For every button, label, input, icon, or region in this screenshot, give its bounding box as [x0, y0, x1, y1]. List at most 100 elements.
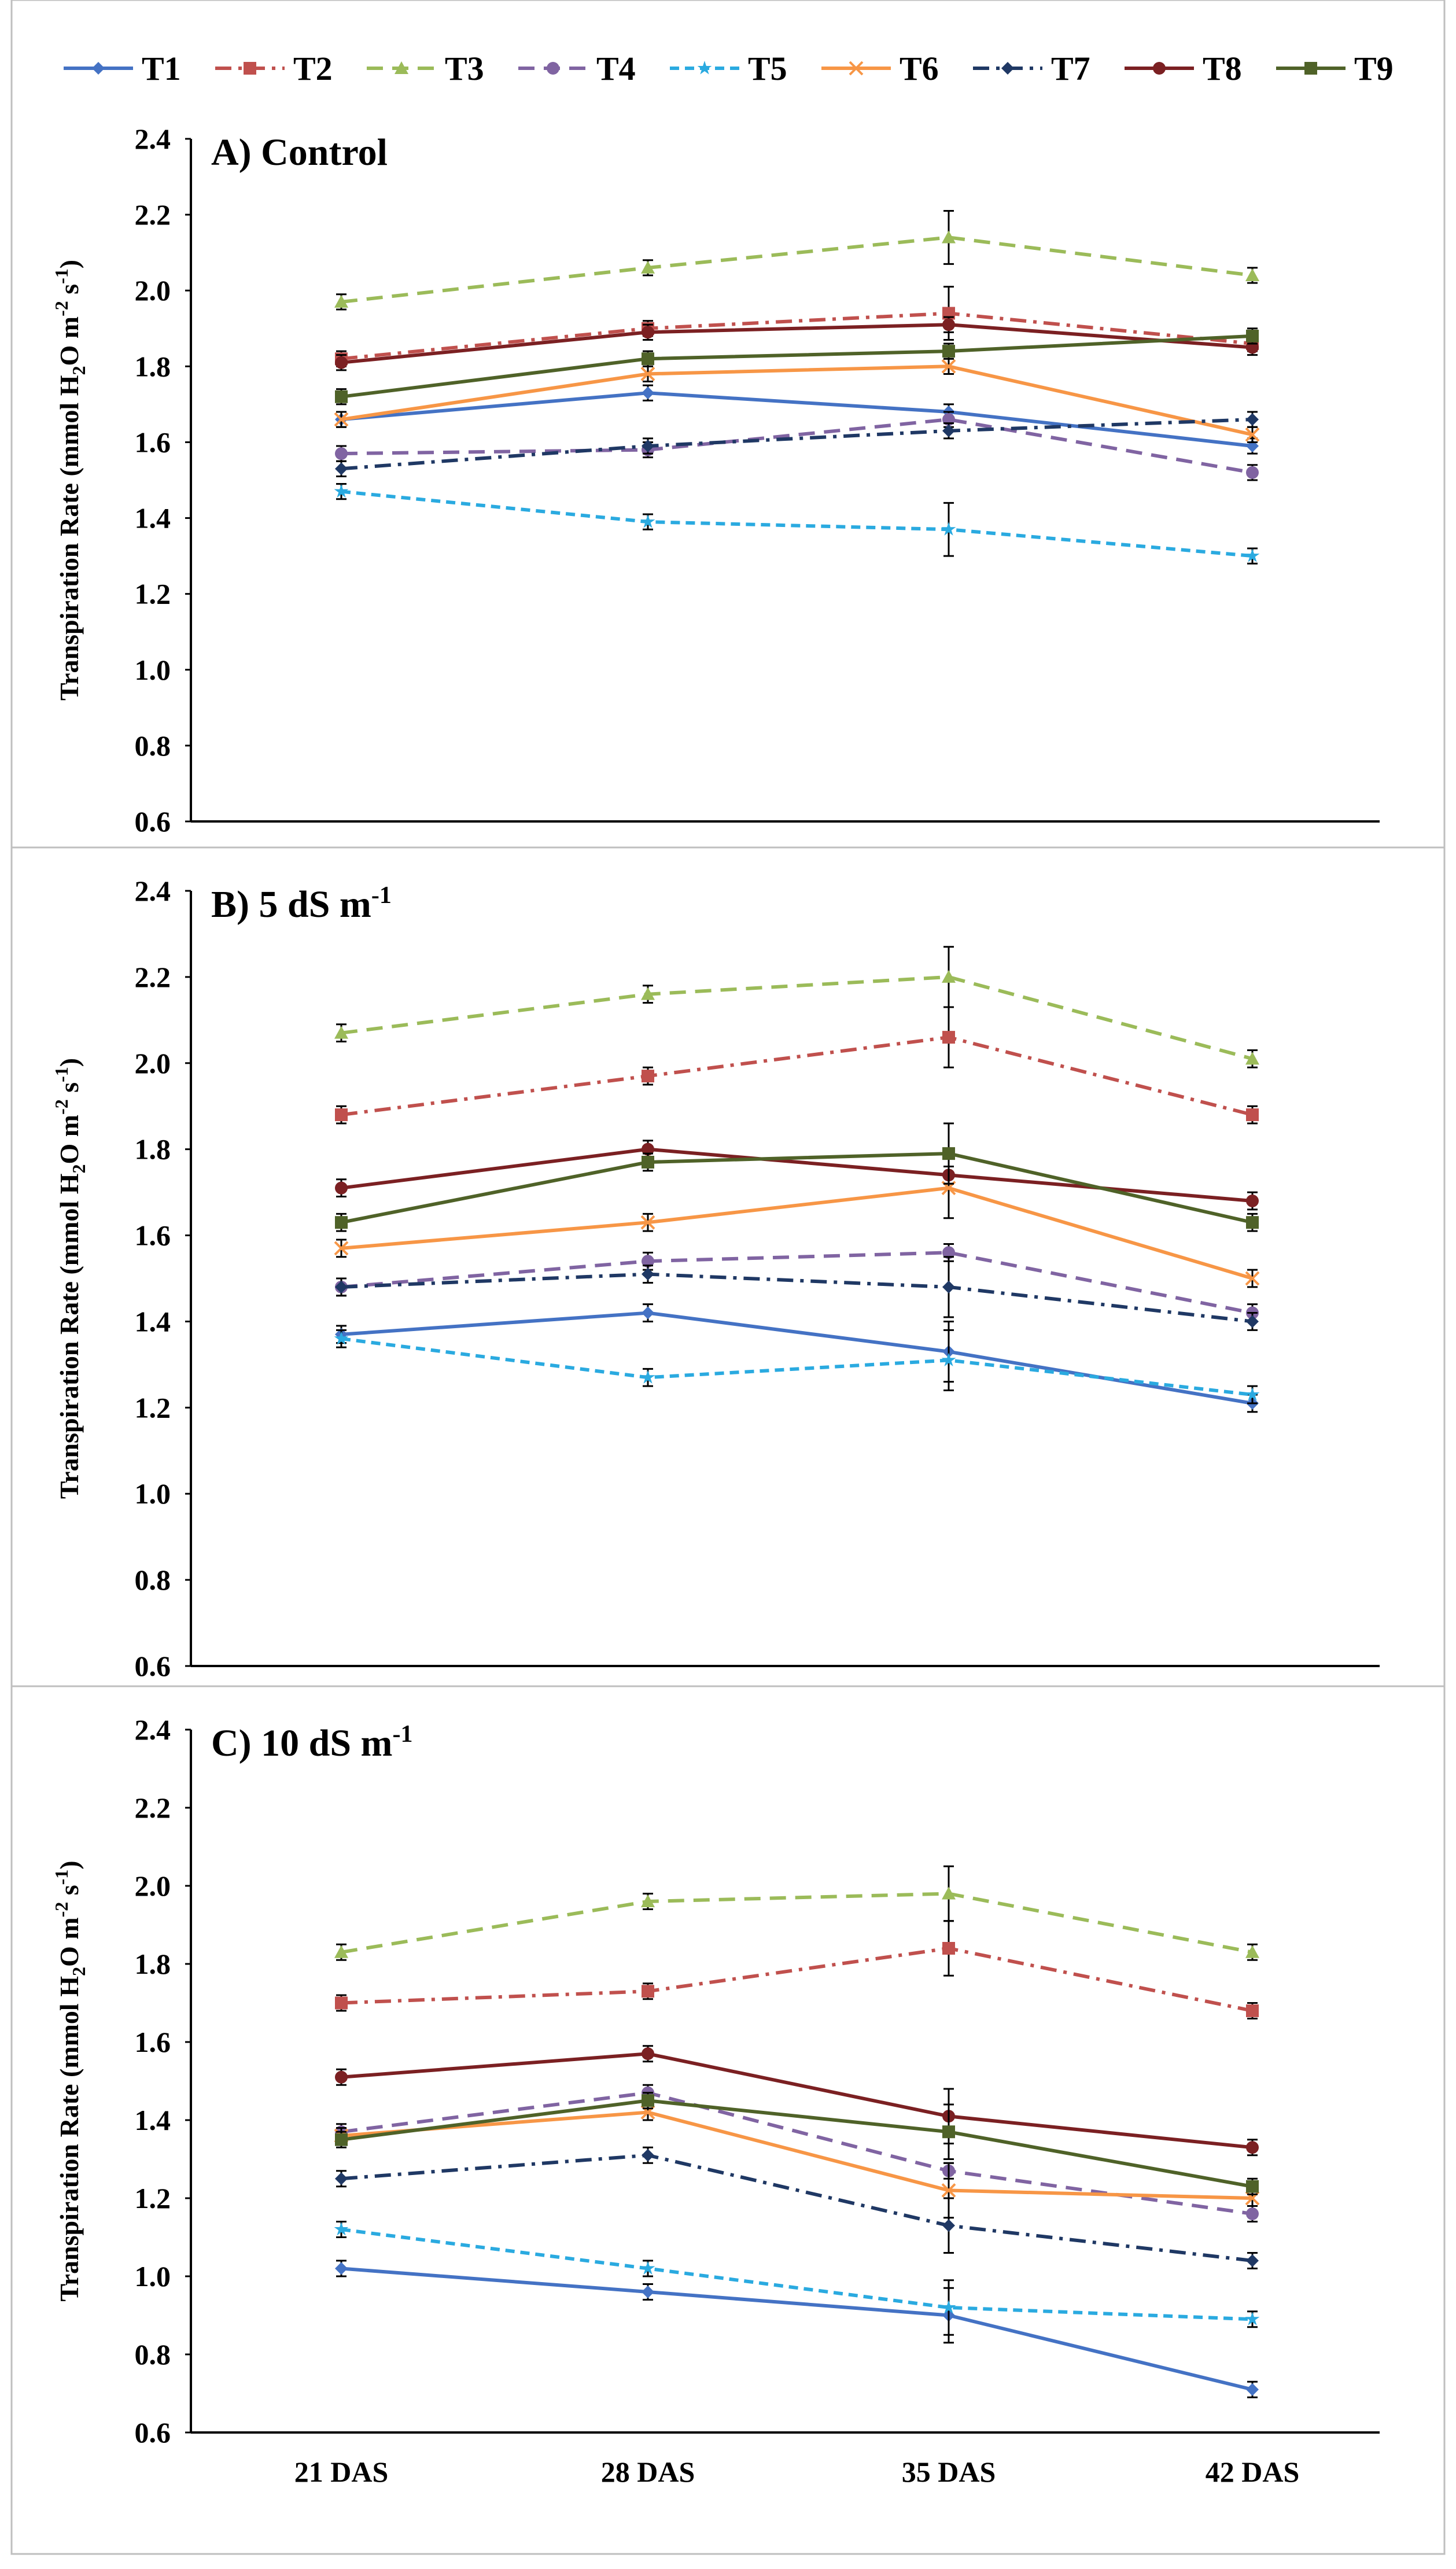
data-point — [641, 987, 655, 1000]
data-point — [941, 1352, 956, 1366]
panel-border — [10, 1685, 1446, 2555]
series-t5 — [334, 483, 1260, 565]
legend-label: T7 — [1051, 50, 1090, 87]
data-point — [640, 367, 655, 381]
series-line — [341, 1946, 1253, 2013]
legend-marker-icon — [92, 62, 105, 75]
data-point — [1246, 413, 1259, 426]
data-point — [942, 1246, 955, 1259]
data-point — [335, 390, 348, 403]
data-point — [1245, 268, 1259, 281]
data-point — [642, 440, 654, 452]
data-point — [334, 1331, 349, 1345]
data-point — [642, 1156, 654, 1169]
data-point — [335, 2133, 348, 2146]
y-tick-label: 0.6 — [135, 805, 171, 838]
chart-panels: 0.6 0.8 1.0 1.2 1.4 1.6 1.8 2.0 2.2 2.4 Transpirat… — [10, 0, 1446, 2555]
legend-label: T9 — [1354, 50, 1394, 87]
data-point — [942, 1942, 955, 1955]
y-tick-label: 1.2 — [135, 2182, 171, 2214]
series-line — [341, 1337, 1253, 1396]
data-point — [942, 424, 955, 437]
series-line — [341, 1251, 1253, 1315]
data-point — [1245, 1271, 1260, 1286]
data-point — [1245, 548, 1260, 562]
series-t3 — [334, 946, 1259, 1068]
series-line — [341, 2091, 1253, 2216]
series-line — [341, 418, 1253, 471]
panel-title: C) 10 dS m-1 — [211, 1721, 413, 1764]
y-tick-label: 2.0 — [135, 274, 171, 307]
data-point — [1245, 1945, 1259, 1958]
legend-marker-icon — [1153, 62, 1166, 75]
legend-item-t3: T3 — [367, 50, 484, 87]
data-point — [334, 294, 348, 308]
series-line — [341, 235, 1253, 304]
legend-item-t2: T2 — [215, 50, 333, 87]
y-tick-label: 2.2 — [135, 1792, 171, 1824]
legend-item-t9: T9 — [1276, 50, 1394, 87]
legend-item-t4: T4 — [518, 50, 636, 87]
series-t9 — [335, 327, 1259, 406]
y-tick-label: 1.8 — [135, 1133, 171, 1166]
data-point — [1245, 2312, 1260, 2325]
data-point — [335, 356, 348, 369]
y-tick-label: 1.4 — [135, 1305, 171, 1337]
data-point — [941, 522, 956, 536]
series-t4 — [335, 411, 1259, 481]
data-point — [1246, 1216, 1259, 1229]
legend-label: T1 — [142, 50, 181, 87]
data-point — [942, 970, 956, 983]
y-tick-label: 2.0 — [135, 1047, 171, 1079]
data-point — [335, 1280, 348, 1293]
data-point — [1246, 1108, 1259, 1122]
series-t8 — [335, 2045, 1259, 2157]
data-point — [334, 1026, 348, 1039]
data-point — [1245, 1387, 1260, 1401]
series-t3 — [334, 210, 1259, 311]
series-t6 — [334, 1157, 1260, 1288]
series-t9 — [335, 2092, 1259, 2195]
series-line — [341, 1272, 1253, 1324]
x-tick-label: 28 DAS — [601, 2456, 695, 2488]
series-line — [341, 2153, 1253, 2262]
y-tick-label: 0.8 — [135, 1564, 171, 1596]
data-point — [942, 1147, 955, 1160]
series-line — [341, 1035, 1253, 1117]
data-point — [1246, 1195, 1259, 1207]
series-t1 — [335, 1303, 1259, 1413]
legend-marker-icon — [1001, 62, 1014, 75]
series-t8 — [335, 1140, 1259, 1211]
series-t7 — [335, 2146, 1259, 2269]
panel-title: B) 5 dS m-1 — [211, 882, 392, 926]
data-point — [642, 1255, 654, 1268]
legend-item-t8: T8 — [1125, 50, 1242, 87]
series-t6 — [334, 357, 1260, 443]
series-t2 — [335, 1006, 1259, 1125]
data-point — [640, 1370, 655, 1384]
chart-panel-2: 0.6 0.8 1.0 1.2 1.4 1.6 1.8 2.0 2.2 2.4 Transpirat… — [10, 846, 1446, 1687]
series-t7 — [335, 411, 1259, 477]
panel-border — [10, 846, 1446, 1687]
series-line — [341, 391, 1253, 448]
data-point — [1246, 329, 1259, 342]
x-tick-label: 21 DAS — [294, 2456, 389, 2488]
chart-panel-1: 0.6 0.8 1.0 1.2 1.4 1.6 1.8 2.0 2.2 2.4 Transpirat… — [10, 0, 1446, 849]
data-point — [335, 1108, 348, 1122]
data-point — [335, 2070, 348, 2084]
y-tick-label: 2.0 — [135, 1870, 171, 1902]
data-point — [942, 2219, 955, 2232]
data-point — [641, 1895, 655, 1907]
data-point — [334, 1945, 348, 1958]
legend-item-t1: T1 — [64, 50, 181, 87]
series-t1 — [335, 384, 1259, 455]
data-point — [942, 318, 955, 331]
y-axis-label: Transpiration Rate (mmol H2O m-2 s-1) — [51, 1860, 89, 2301]
legend: T1 T2 T3 T4 T5 T6 T7 T8 T9 — [64, 50, 1394, 87]
panel-title: A) Control — [211, 131, 388, 174]
y-tick-label: 1.4 — [135, 502, 171, 535]
y-tick-label: 0.8 — [135, 729, 171, 762]
y-tick-label: 2.2 — [135, 198, 171, 231]
data-point — [941, 2300, 956, 2314]
y-tick-label: 1.6 — [135, 1219, 171, 1252]
